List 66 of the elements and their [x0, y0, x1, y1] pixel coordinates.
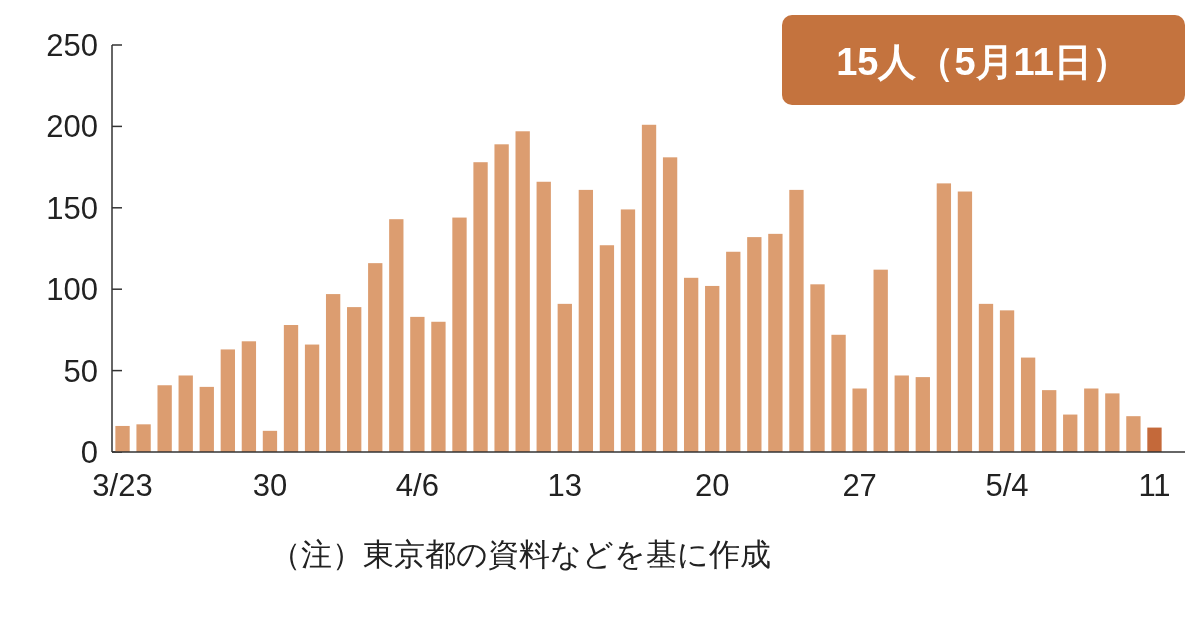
bar [683, 277, 699, 452]
bar [978, 303, 994, 452]
bar [220, 349, 235, 452]
bar [936, 183, 952, 452]
y-tick-label: 0 [80, 435, 98, 470]
bar [325, 294, 341, 452]
text: （注）東京都の資料などを基に作成 [270, 537, 771, 572]
bar [747, 237, 762, 452]
bar [431, 321, 446, 452]
bar [1084, 388, 1099, 452]
bar [410, 316, 425, 452]
bar [578, 189, 594, 452]
bar [1042, 390, 1057, 452]
bar [368, 263, 383, 452]
bar [873, 269, 888, 452]
bar [178, 375, 193, 452]
y-tick-label: 50 [63, 353, 98, 389]
bar [1126, 416, 1141, 452]
bar [768, 233, 783, 452]
bar [915, 377, 930, 452]
y-tick-label: 100 [46, 272, 98, 308]
bar [283, 325, 299, 452]
bar [347, 307, 362, 452]
bar [262, 430, 278, 452]
x-tick-label: 11 [1138, 468, 1171, 503]
x-tick-label: 20 [694, 468, 730, 503]
bar [494, 144, 509, 452]
y-tick-label: 150 [46, 190, 98, 226]
bar [389, 219, 404, 452]
annotation: 15人（5月11日） [836, 41, 1130, 83]
bar [1147, 427, 1162, 452]
bar [199, 386, 214, 452]
bar [999, 310, 1015, 452]
bar [536, 181, 551, 452]
x-tick-label: 13 [547, 468, 583, 503]
bar [641, 124, 657, 452]
bar [557, 303, 572, 452]
bar [957, 191, 973, 452]
bar [852, 388, 867, 452]
bar [1105, 393, 1120, 452]
x-tick-label: 30 [252, 468, 288, 503]
bar [599, 245, 615, 452]
bar [452, 217, 467, 452]
bar [831, 334, 846, 452]
bar [157, 385, 172, 452]
bar [115, 425, 130, 452]
bar [726, 251, 741, 452]
bar [1063, 414, 1078, 452]
bar [810, 284, 825, 452]
x-tick-label: 4/6 [395, 468, 439, 503]
bar [515, 131, 530, 452]
bar [304, 344, 320, 452]
bar [473, 162, 488, 452]
x-tick-label: 3/23 [92, 468, 153, 503]
bar [1020, 357, 1036, 452]
bar [662, 157, 678, 452]
y-tick-label: 200 [46, 109, 98, 145]
bar [789, 189, 804, 452]
bar [705, 285, 720, 452]
y-tick-label: 250 [46, 28, 98, 63]
x-tick-label: 27 [842, 468, 877, 503]
bar [894, 375, 909, 452]
bar [241, 341, 257, 452]
x-tick-label: 5/4 [985, 468, 1029, 503]
bar [620, 209, 636, 452]
bar [136, 424, 151, 452]
